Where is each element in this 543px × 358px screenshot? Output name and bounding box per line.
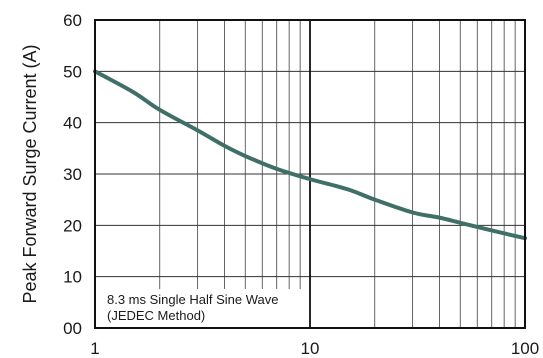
x-tick-label: 10 <box>301 339 320 358</box>
y-tick-label: 60 <box>63 11 82 30</box>
annotation-box: 8.3 ms Single Half Sine Wave (JEDEC Meth… <box>97 289 307 327</box>
annotation-background <box>97 289 307 327</box>
major-grid <box>95 20 525 328</box>
series-layer <box>93 69 527 241</box>
x-tick-label: 100 <box>511 339 539 358</box>
y-tick-label: 10 <box>63 268 82 287</box>
annotation-line-1: 8.3 ms Single Half Sine Wave <box>107 292 278 307</box>
x-tick-labels: 1 10 100 <box>90 339 539 358</box>
y-tick-label: 20 <box>63 216 82 235</box>
y-tick-label: 40 <box>63 114 82 133</box>
y-tick-label: 30 <box>63 165 82 184</box>
y-axis-label: Peak Forward Surge Current (A) <box>20 44 40 303</box>
plot-frame <box>94 19 526 329</box>
y-tick-labels: 00 10 20 30 40 50 60 <box>63 11 82 338</box>
surge-current-series-line <box>93 69 527 241</box>
x-tick-label: 1 <box>90 339 99 358</box>
y-tick-label: 50 <box>63 62 82 81</box>
annotation-line-2: (JEDEC Method) <box>107 308 205 323</box>
y-tick-label: 00 <box>63 319 82 338</box>
